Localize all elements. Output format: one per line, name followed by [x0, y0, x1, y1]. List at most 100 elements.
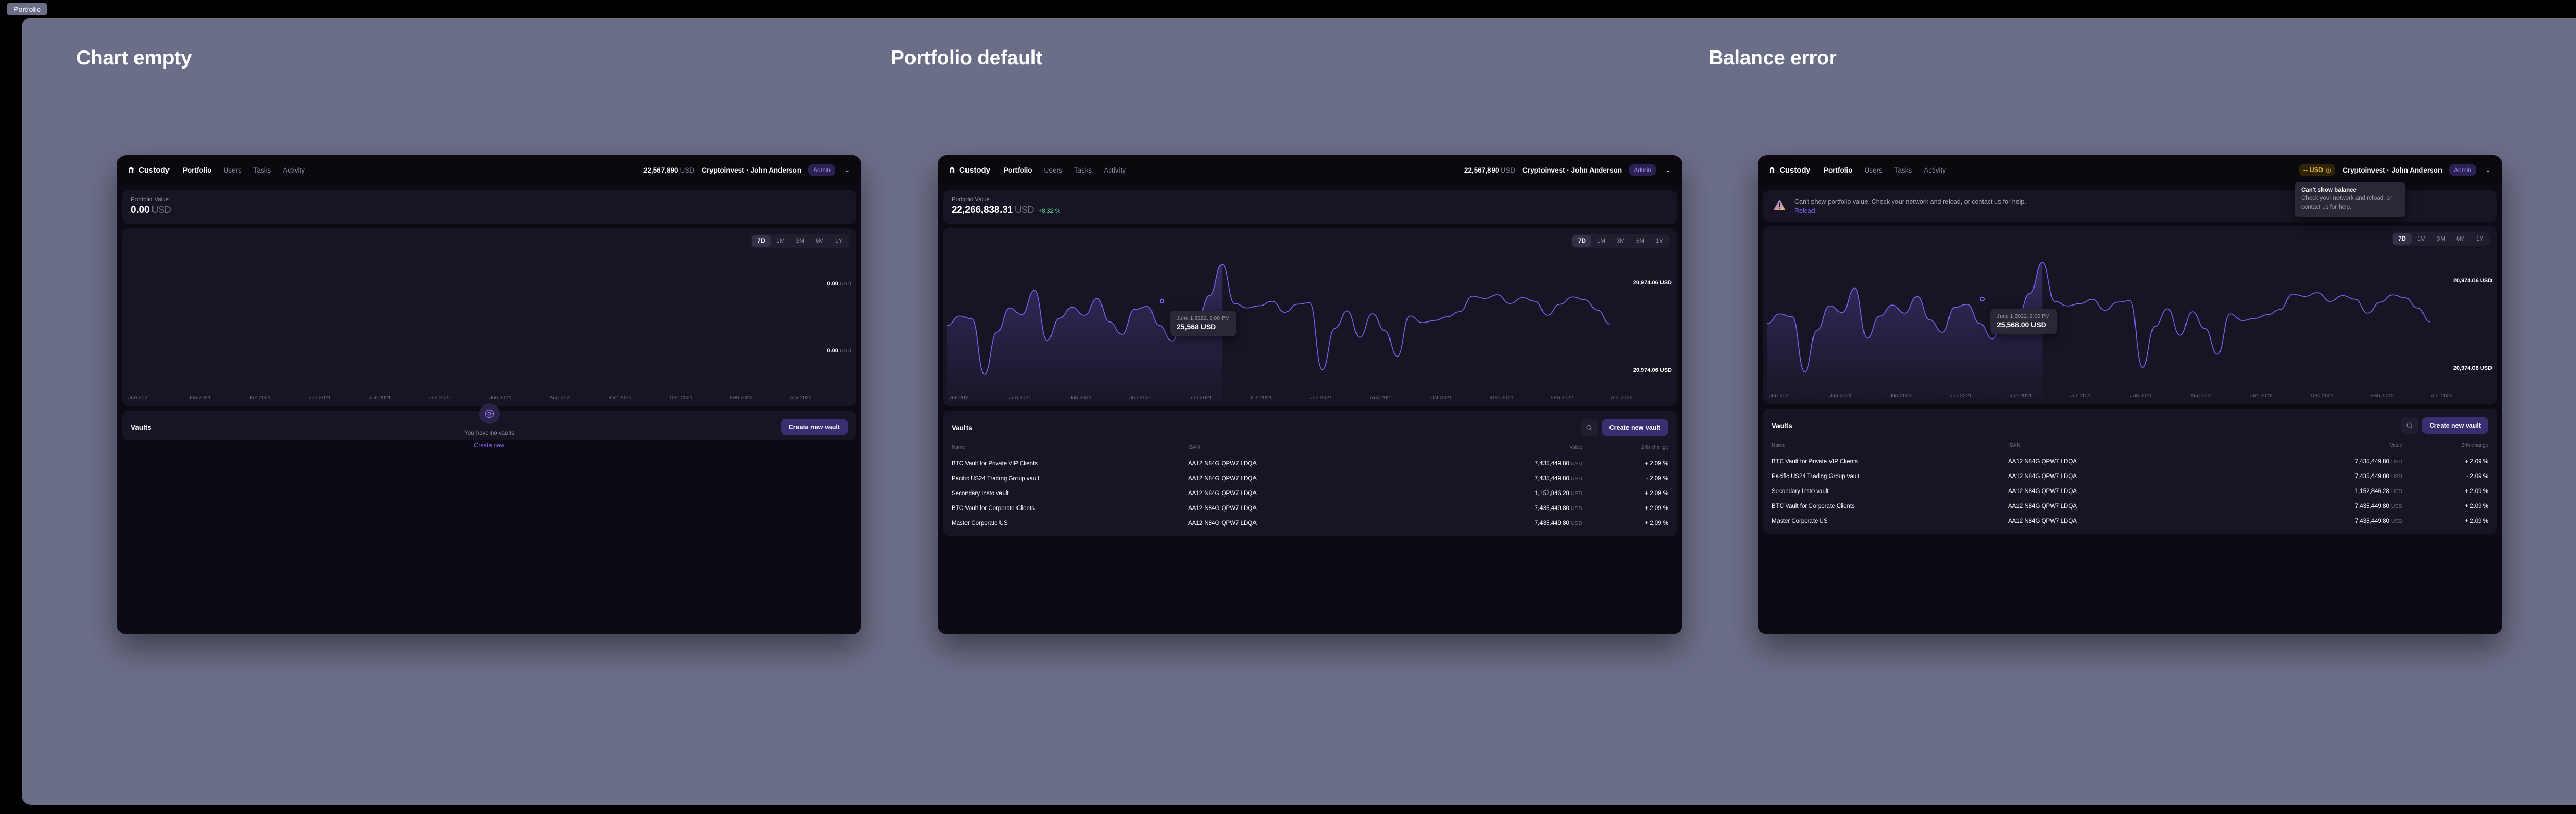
chevron-down-icon[interactable]: ⌄ — [1665, 166, 1671, 174]
account-label: Cryptoinvest · John Anderson — [702, 166, 802, 174]
range-tabs: 7D 1M 3M 6M 1Y — [1571, 234, 1670, 248]
x-tick-label: Jun 2021 — [1310, 395, 1332, 401]
table-row[interactable]: Secondary Insto vault AA12 N84G QPW7 LDQA… — [1772, 484, 2488, 499]
nav-item-portfolio[interactable]: Portfolio — [1004, 166, 1032, 174]
x-axis: Jun 2021 Jun 2021 Jun 2021 Jun 2021 Jun … — [943, 395, 1677, 401]
x-tick-label: Jun 2021 — [949, 395, 972, 401]
vaults-card: Vaults Create new vault Name IB — [1763, 409, 2497, 534]
nav-item-tasks[interactable]: Tasks — [1074, 166, 1092, 174]
range-tab-1y[interactable]: 1Y — [1655, 238, 1663, 244]
nav-item-activity[interactable]: Activity — [283, 166, 306, 174]
table-row[interactable]: Pacific US24 Trading Group vault AA12 N84… — [1772, 469, 2488, 484]
app-window-balance-error: Custody Portfolio Users Tasks Activity -… — [1758, 155, 2502, 634]
vaults-actions: Create new vault — [1580, 419, 1668, 436]
section-title-portfolio-default: Portfolio default — [891, 47, 1042, 69]
range-tab-1y[interactable]: 1Y — [2476, 236, 2483, 243]
col-value: Value — [2389, 443, 2403, 449]
table-row[interactable]: Master Corporate US AA12 N84G QPW7 LDQA 7,… — [1772, 514, 2488, 529]
account-label: Cryptoinvest · John Anderson — [2343, 166, 2443, 174]
frame-tab-portfolio[interactable]: Portfolio — [7, 3, 47, 15]
table-row[interactable]: BTC Vault for Private VIP Clients AA12 N8… — [952, 456, 1668, 471]
nav-item-users[interactable]: Users — [223, 166, 242, 174]
range-tab-6m[interactable]: 6M — [1636, 238, 1645, 244]
cell-24h-change: + 2.09 % — [1645, 490, 1668, 497]
chevron-down-icon[interactable]: ⌄ — [844, 166, 850, 174]
col-24h-change: 24h change — [2461, 443, 2488, 449]
range-tab-1m[interactable]: 1M — [776, 238, 785, 244]
range-tab-1m[interactable]: 1M — [2417, 236, 2426, 243]
nav-item-activity[interactable]: Activity — [1924, 166, 1946, 174]
search-icon-button[interactable] — [2400, 417, 2418, 435]
role-badge-admin: Admin — [808, 164, 836, 176]
nav-item-activity[interactable]: Activity — [1104, 166, 1126, 174]
cell-value: 7,435,449.80 USD — [2354, 473, 2403, 480]
portfolio-value-label: Portfolio Value — [952, 197, 990, 203]
range-tab-6m[interactable]: 6M — [2456, 236, 2465, 243]
vaults-table: Name IBAN Value 24h change BTC Vault for… — [1772, 443, 2488, 529]
range-tab-1y[interactable]: 1Y — [835, 238, 842, 244]
role-badge-admin: Admin — [1629, 164, 1656, 176]
topbar-right: -- USD Cryptoinvest · John Anderson Admi… — [2299, 164, 2491, 176]
create-new-vault-button[interactable]: Create new vault — [2421, 417, 2488, 434]
range-tab-3m[interactable]: 3M — [1616, 238, 1625, 244]
app-body: Portfolio Value 22,266,838.31 USD +8.32 % … — [938, 185, 1682, 541]
cell-name: Master Corporate US — [1772, 518, 1828, 524]
create-new-vault-button[interactable]: Create new vault — [781, 419, 848, 435]
design-stage: Chart empty Portfolio default Balance er… — [22, 18, 2576, 805]
x-tick-label: Jun 2021 — [2010, 393, 2032, 399]
range-tab-3m[interactable]: 3M — [2436, 236, 2445, 243]
cell-24h-change: - 2.09 % — [1646, 475, 1668, 482]
cell-value: 7,435,449.80 USD — [2354, 503, 2403, 510]
table-row[interactable]: BTC Vault for Corporate Clients AA12 N84G… — [952, 501, 1668, 516]
cell-24h-change: + 2.09 % — [2465, 503, 2488, 510]
range-tab-3m[interactable]: 3M — [795, 238, 804, 244]
custody-logo[interactable]: Custody — [1769, 166, 1810, 175]
table-row[interactable]: Pacific US24 Trading Group vault AA12 N84… — [952, 471, 1668, 486]
x-tick-label: Dec 2021 — [2310, 393, 2334, 399]
table-row[interactable]: Master Corporate US AA12 N84G QPW7 LDQA 7,… — [952, 516, 1668, 531]
range-tab-7d[interactable]: 7D — [752, 235, 771, 247]
table-row[interactable]: Secondary Insto vault AA12 N84G QPW7 LDQA… — [952, 486, 1668, 501]
vaults-actions: Create new vault — [2400, 417, 2488, 435]
table-row[interactable]: BTC Vault for Private VIP Clients AA12 N8… — [1772, 454, 2488, 469]
range-tabs: 7D 1M 3M 6M 1Y — [751, 234, 849, 248]
nav-item-portfolio[interactable]: Portfolio — [183, 166, 212, 174]
cell-iban: AA12 N84G QPW7 LDQA — [1188, 475, 1257, 482]
nav-item-tasks[interactable]: Tasks — [253, 166, 272, 174]
chart-tooltip: June 1 2022, 9:00 PM 25,568 USD — [1170, 311, 1236, 336]
create-new-link[interactable]: Create new — [474, 443, 504, 449]
col-24h-change: 24h change — [1641, 445, 1668, 450]
x-tick-label: Jun 2021 — [248, 395, 271, 401]
search-icon-button[interactable] — [1580, 419, 1598, 436]
cell-value: 7,435,449.80 USD — [2354, 518, 2403, 524]
range-tab-7d[interactable]: 7D — [2393, 233, 2412, 245]
cell-iban: AA12 N84G QPW7 LDQA — [2008, 473, 2077, 480]
table-header-row: Name IBAN Value 24h change — [952, 445, 1668, 456]
range-tab-6m[interactable]: 6M — [815, 238, 824, 244]
cell-iban: AA12 N84G QPW7 LDQA — [2008, 503, 2077, 510]
table-row[interactable]: BTC Vault for Corporate Clients AA12 N84G… — [1772, 499, 2488, 514]
nav-item-portfolio[interactable]: Portfolio — [1824, 166, 1853, 174]
chart-plot-area: 20,974.06 USD 20,974.06 USD June 1 2022,… — [943, 228, 1677, 406]
header-balance: 22,567,890 USD — [1464, 166, 1516, 174]
x-tick-label: Jun 2021 — [489, 395, 512, 401]
range-tab-1m[interactable]: 1M — [1597, 238, 1605, 244]
create-new-vault-button[interactable]: Create new vault — [1601, 419, 1668, 436]
cell-iban: AA12 N84G QPW7 LDQA — [2008, 458, 2077, 465]
x-tick-label: Jun 2021 — [1769, 393, 1792, 399]
balance-error-badge[interactable]: -- USD — [2299, 164, 2336, 176]
nav-item-users[interactable]: Users — [1864, 166, 1883, 174]
chevron-down-icon[interactable]: ⌄ — [2485, 166, 2491, 174]
custody-logo[interactable]: Custody — [949, 166, 990, 175]
range-tab-7d[interactable]: 7D — [1572, 235, 1591, 247]
vaults-card-empty: Vaults Create new vault You have no vaul… — [122, 403, 856, 449]
nav-item-users[interactable]: Users — [1044, 166, 1062, 174]
vaults-table: Name IBAN Value 24h change BTC Vault for… — [952, 445, 1668, 531]
section-title-balance-error: Balance error — [1709, 47, 1837, 69]
nav-item-tasks[interactable]: Tasks — [1894, 166, 1912, 174]
custody-logo[interactable]: Custody — [128, 166, 170, 175]
chart-line-svg — [1767, 262, 2431, 399]
topbar-right: 22,567,890 USD Cryptoinvest · John Anders… — [643, 164, 850, 176]
portfolio-error-message: Can't show portfolio value. Check your n… — [1794, 198, 2026, 206]
reload-link[interactable]: Reload — [1794, 207, 1815, 215]
